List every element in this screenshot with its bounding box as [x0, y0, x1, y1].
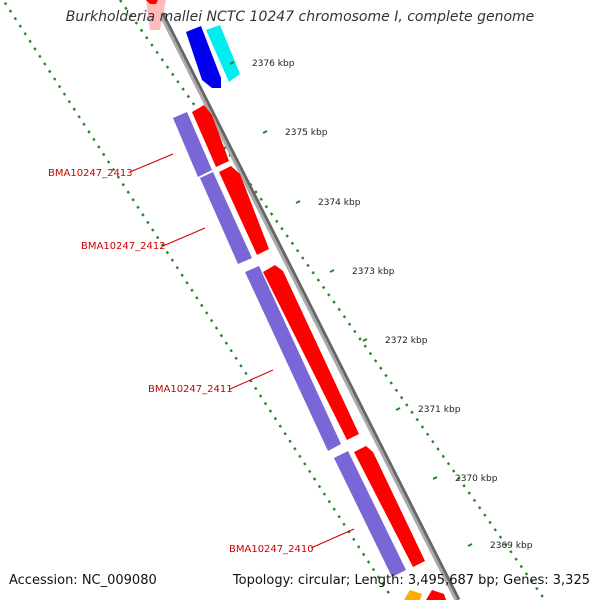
cds-cyan [206, 25, 240, 82]
backbone-shadow [152, 0, 461, 600]
backbone [151, 0, 458, 600]
cds-red-2413 [192, 105, 229, 167]
cds-red-2411 [263, 265, 359, 440]
summary-text: Topology: circular; Length: 3,495,687 bp… [232, 573, 590, 588]
cds-red-top [146, 0, 158, 4]
tick-mark [395, 407, 401, 411]
accession-text: Accession: NC_009080 [9, 573, 157, 588]
tick-mark [432, 476, 438, 480]
gene-label-leader [162, 227, 206, 247]
cds-purple-2412 [200, 172, 252, 264]
cds-pink-top [146, 0, 166, 30]
tick-label: 2376 kbp [252, 59, 295, 69]
cds-purple-2413 [173, 112, 212, 177]
map-title: Burkholderia mallei NCTC 10247 chromosom… [65, 9, 535, 25]
inner-tick-ring [1, 0, 392, 596]
tick-label: 2371 kbp [418, 405, 461, 415]
gene-label-leader [310, 528, 355, 549]
tick-label: 2374 kbp [318, 198, 361, 208]
cds-red-bottom [426, 590, 446, 600]
gene-labels: BMA10247_2413 BMA10247_2412 BMA10247_2411 B… [48, 153, 355, 555]
cds-red-2410 [354, 446, 425, 567]
cds-purple-2410 [334, 451, 406, 577]
tick-label: 2369 kbp [490, 541, 533, 551]
tick-mark [467, 543, 473, 547]
cds-orange-bottom [404, 590, 422, 600]
gene-label-leader [129, 153, 174, 173]
tick-mark [262, 130, 268, 134]
gene-label[interactable]: BMA10247_2413 [48, 168, 133, 179]
tick-mark [362, 338, 368, 342]
tick-label: 2375 kbp [285, 128, 328, 138]
tick-mark [329, 269, 335, 273]
tick-label: 2372 kbp [385, 336, 428, 346]
gene-label[interactable]: BMA10247_2412 [81, 241, 166, 252]
cds-blue [186, 26, 221, 88]
tick-labels: 2376 kbp 2375 kbp 2374 kbp 2373 kbp 2372 kbp… [229, 59, 533, 551]
gene-label-leader [229, 369, 274, 390]
tick-mark [295, 200, 301, 204]
cds-purple-2411 [245, 266, 341, 451]
cds-red-2412 [219, 166, 269, 255]
tick-label: 2370 kbp [455, 474, 498, 484]
tick-mark [229, 61, 235, 65]
gene-label[interactable]: BMA10247_2411 [148, 384, 233, 395]
outer-tick-ring [119, 0, 546, 600]
tick-label: 2373 kbp [352, 267, 395, 277]
gene-label[interactable]: BMA10247_2410 [229, 544, 314, 555]
